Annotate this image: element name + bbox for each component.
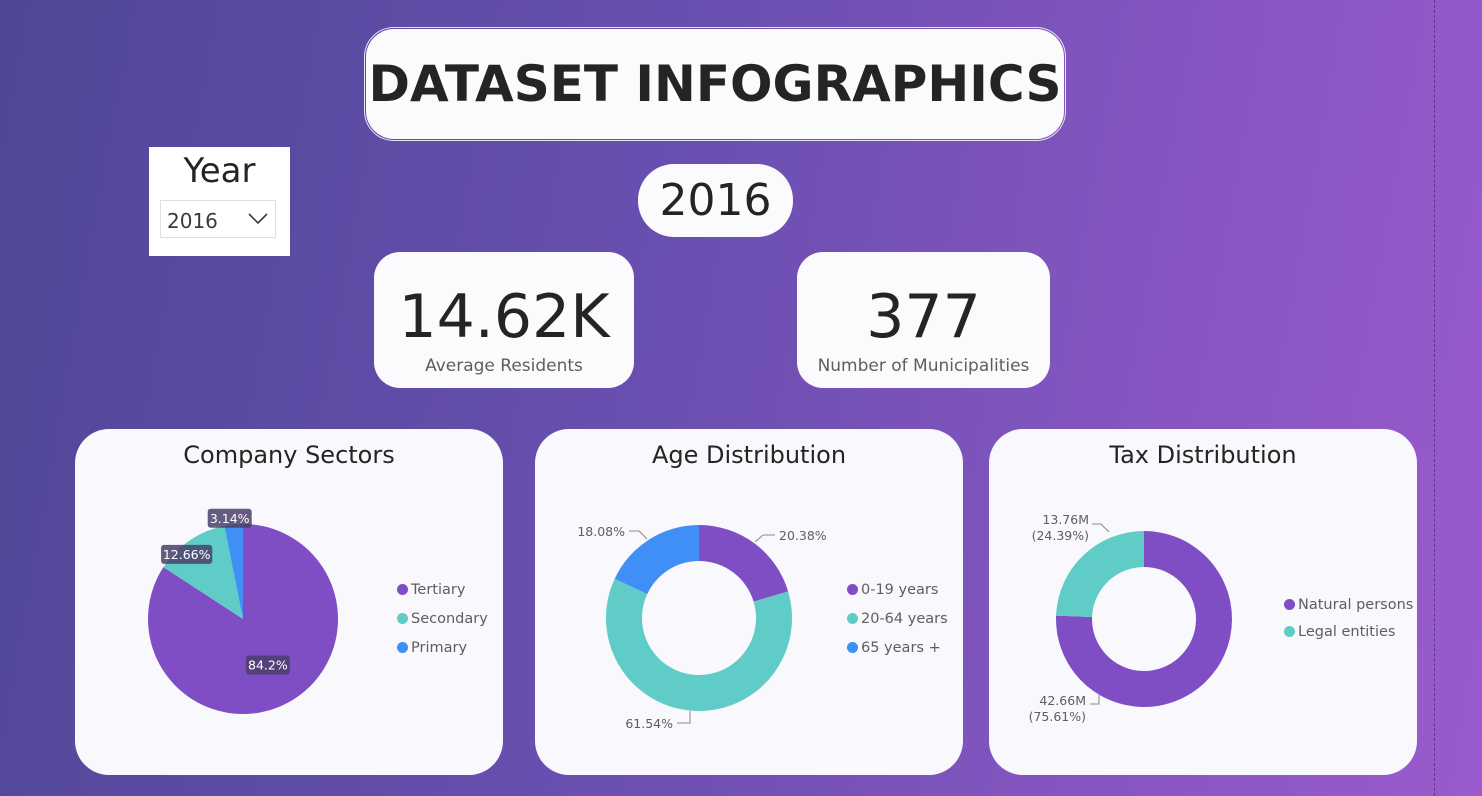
- municipalities-value: 377: [866, 282, 981, 352]
- legend-item[interactable]: Natural persons: [1284, 597, 1413, 613]
- legend-label: 65 years +: [861, 640, 941, 656]
- data-label: 61.54%: [625, 716, 673, 731]
- data-label-box: [161, 544, 213, 564]
- legend-label: Natural persons: [1298, 597, 1414, 613]
- selected-year-card: 2016: [638, 164, 793, 237]
- legend-item[interactable]: Legal entities: [1284, 624, 1396, 640]
- legend-item[interactable]: 20-64 years: [847, 611, 948, 627]
- leader-line: [677, 711, 691, 724]
- data-label: (24.39%): [1032, 528, 1089, 543]
- age-distribution-panel: Age Distribution 20.38% 61.54% 18.08% 0-19…: [535, 429, 963, 775]
- year-dropdown-value: 2016: [167, 209, 218, 233]
- legend-label: 0-19 years: [861, 582, 939, 598]
- dashboard-title: DATASET INFOGRAPHICS: [368, 55, 1062, 113]
- year-slicer[interactable]: Year 2016: [149, 147, 290, 256]
- legend-item[interactable]: 0-19 years: [847, 582, 938, 598]
- average-residents-card: 14.62K Average Residents: [374, 252, 634, 388]
- municipalities-card: 377 Number of Municipalities: [797, 252, 1050, 388]
- company-sectors-panel: Company Sectors 84.2% 12.66% 3.14% Tertiar…: [75, 429, 503, 775]
- legend-item[interactable]: Tertiary: [397, 582, 465, 598]
- chevron-down-icon[interactable]: [247, 207, 269, 229]
- data-label-box: [207, 508, 252, 528]
- average-residents-value: 14.62K: [398, 282, 610, 352]
- legend-dot-icon: [847, 642, 858, 653]
- data-label: 84.2%: [248, 657, 288, 672]
- data-label: 13.76M: [1042, 512, 1089, 527]
- data-label-box: [245, 655, 290, 675]
- year-slicer-label: Year: [183, 151, 256, 191]
- data-label: 18.08%: [577, 524, 625, 539]
- data-label: 42.66M: [1039, 693, 1086, 708]
- legend-dot-icon: [847, 584, 858, 595]
- age-slice-0-19-years[interactable]: [699, 525, 789, 602]
- tax-slice-legal-entities[interactable]: [1056, 531, 1144, 618]
- selected-year-value: 2016: [659, 175, 772, 226]
- company-sectors-title: Company Sectors: [183, 441, 395, 469]
- data-label: (75.61%): [1029, 709, 1086, 724]
- municipalities-caption: Number of Municipalities: [817, 356, 1030, 376]
- legend-item[interactable]: Primary: [397, 640, 467, 656]
- legend-dot-icon: [1284, 626, 1295, 637]
- data-label: 20.38%: [779, 528, 827, 543]
- tax-distribution-title: Tax Distribution: [1109, 441, 1297, 469]
- page-edge-guide: [1434, 0, 1435, 796]
- legend-dot-icon: [397, 642, 408, 653]
- legend-item[interactable]: Secondary: [397, 611, 488, 627]
- leader-line: [754, 534, 775, 543]
- legend-label: Legal entities: [1298, 624, 1396, 640]
- age-slice-65-years[interactable]: [614, 525, 699, 594]
- leader-line: [1090, 695, 1100, 705]
- legend-dot-icon: [397, 584, 408, 595]
- data-label: 12.66%: [163, 547, 211, 562]
- tax-distribution-panel: Tax Distribution 42.66M (75.61%) 13.76M (24…: [989, 429, 1417, 775]
- leader-line: [629, 530, 648, 540]
- company-sectors-pie-chart: 84.2% 12.66% 3.14%: [148, 508, 338, 714]
- age-distribution-donut-chart: 20.38% 61.54% 18.08%: [577, 524, 827, 731]
- data-label: 3.14%: [210, 511, 250, 526]
- sectors-slice-primary[interactable]: [224, 524, 243, 619]
- age-distribution-title: Age Distribution: [651, 441, 847, 469]
- tax-distribution-donut-chart: 42.66M(75.61%) 13.76M(24.39%): [1029, 512, 1232, 724]
- legend-dot-icon: [397, 613, 408, 624]
- dashboard-title-card: DATASET INFOGRAPHICS: [364, 27, 1066, 141]
- legend-label: Secondary: [411, 611, 488, 627]
- legend-dot-icon: [1284, 599, 1295, 610]
- legend-dot-icon: [847, 613, 858, 624]
- tax-slice-natural-persons[interactable]: [1056, 531, 1232, 707]
- legend-label: 20-64 years: [861, 611, 948, 627]
- average-residents-caption: Average Residents: [425, 356, 583, 376]
- age-slice-20-64-years[interactable]: [606, 578, 792, 711]
- legend-item[interactable]: 65 years +: [847, 640, 941, 656]
- year-dropdown[interactable]: 2016: [160, 200, 276, 238]
- legend-label: Tertiary: [411, 582, 466, 598]
- legend-label: Primary: [411, 640, 468, 656]
- leader-line: [1092, 523, 1110, 533]
